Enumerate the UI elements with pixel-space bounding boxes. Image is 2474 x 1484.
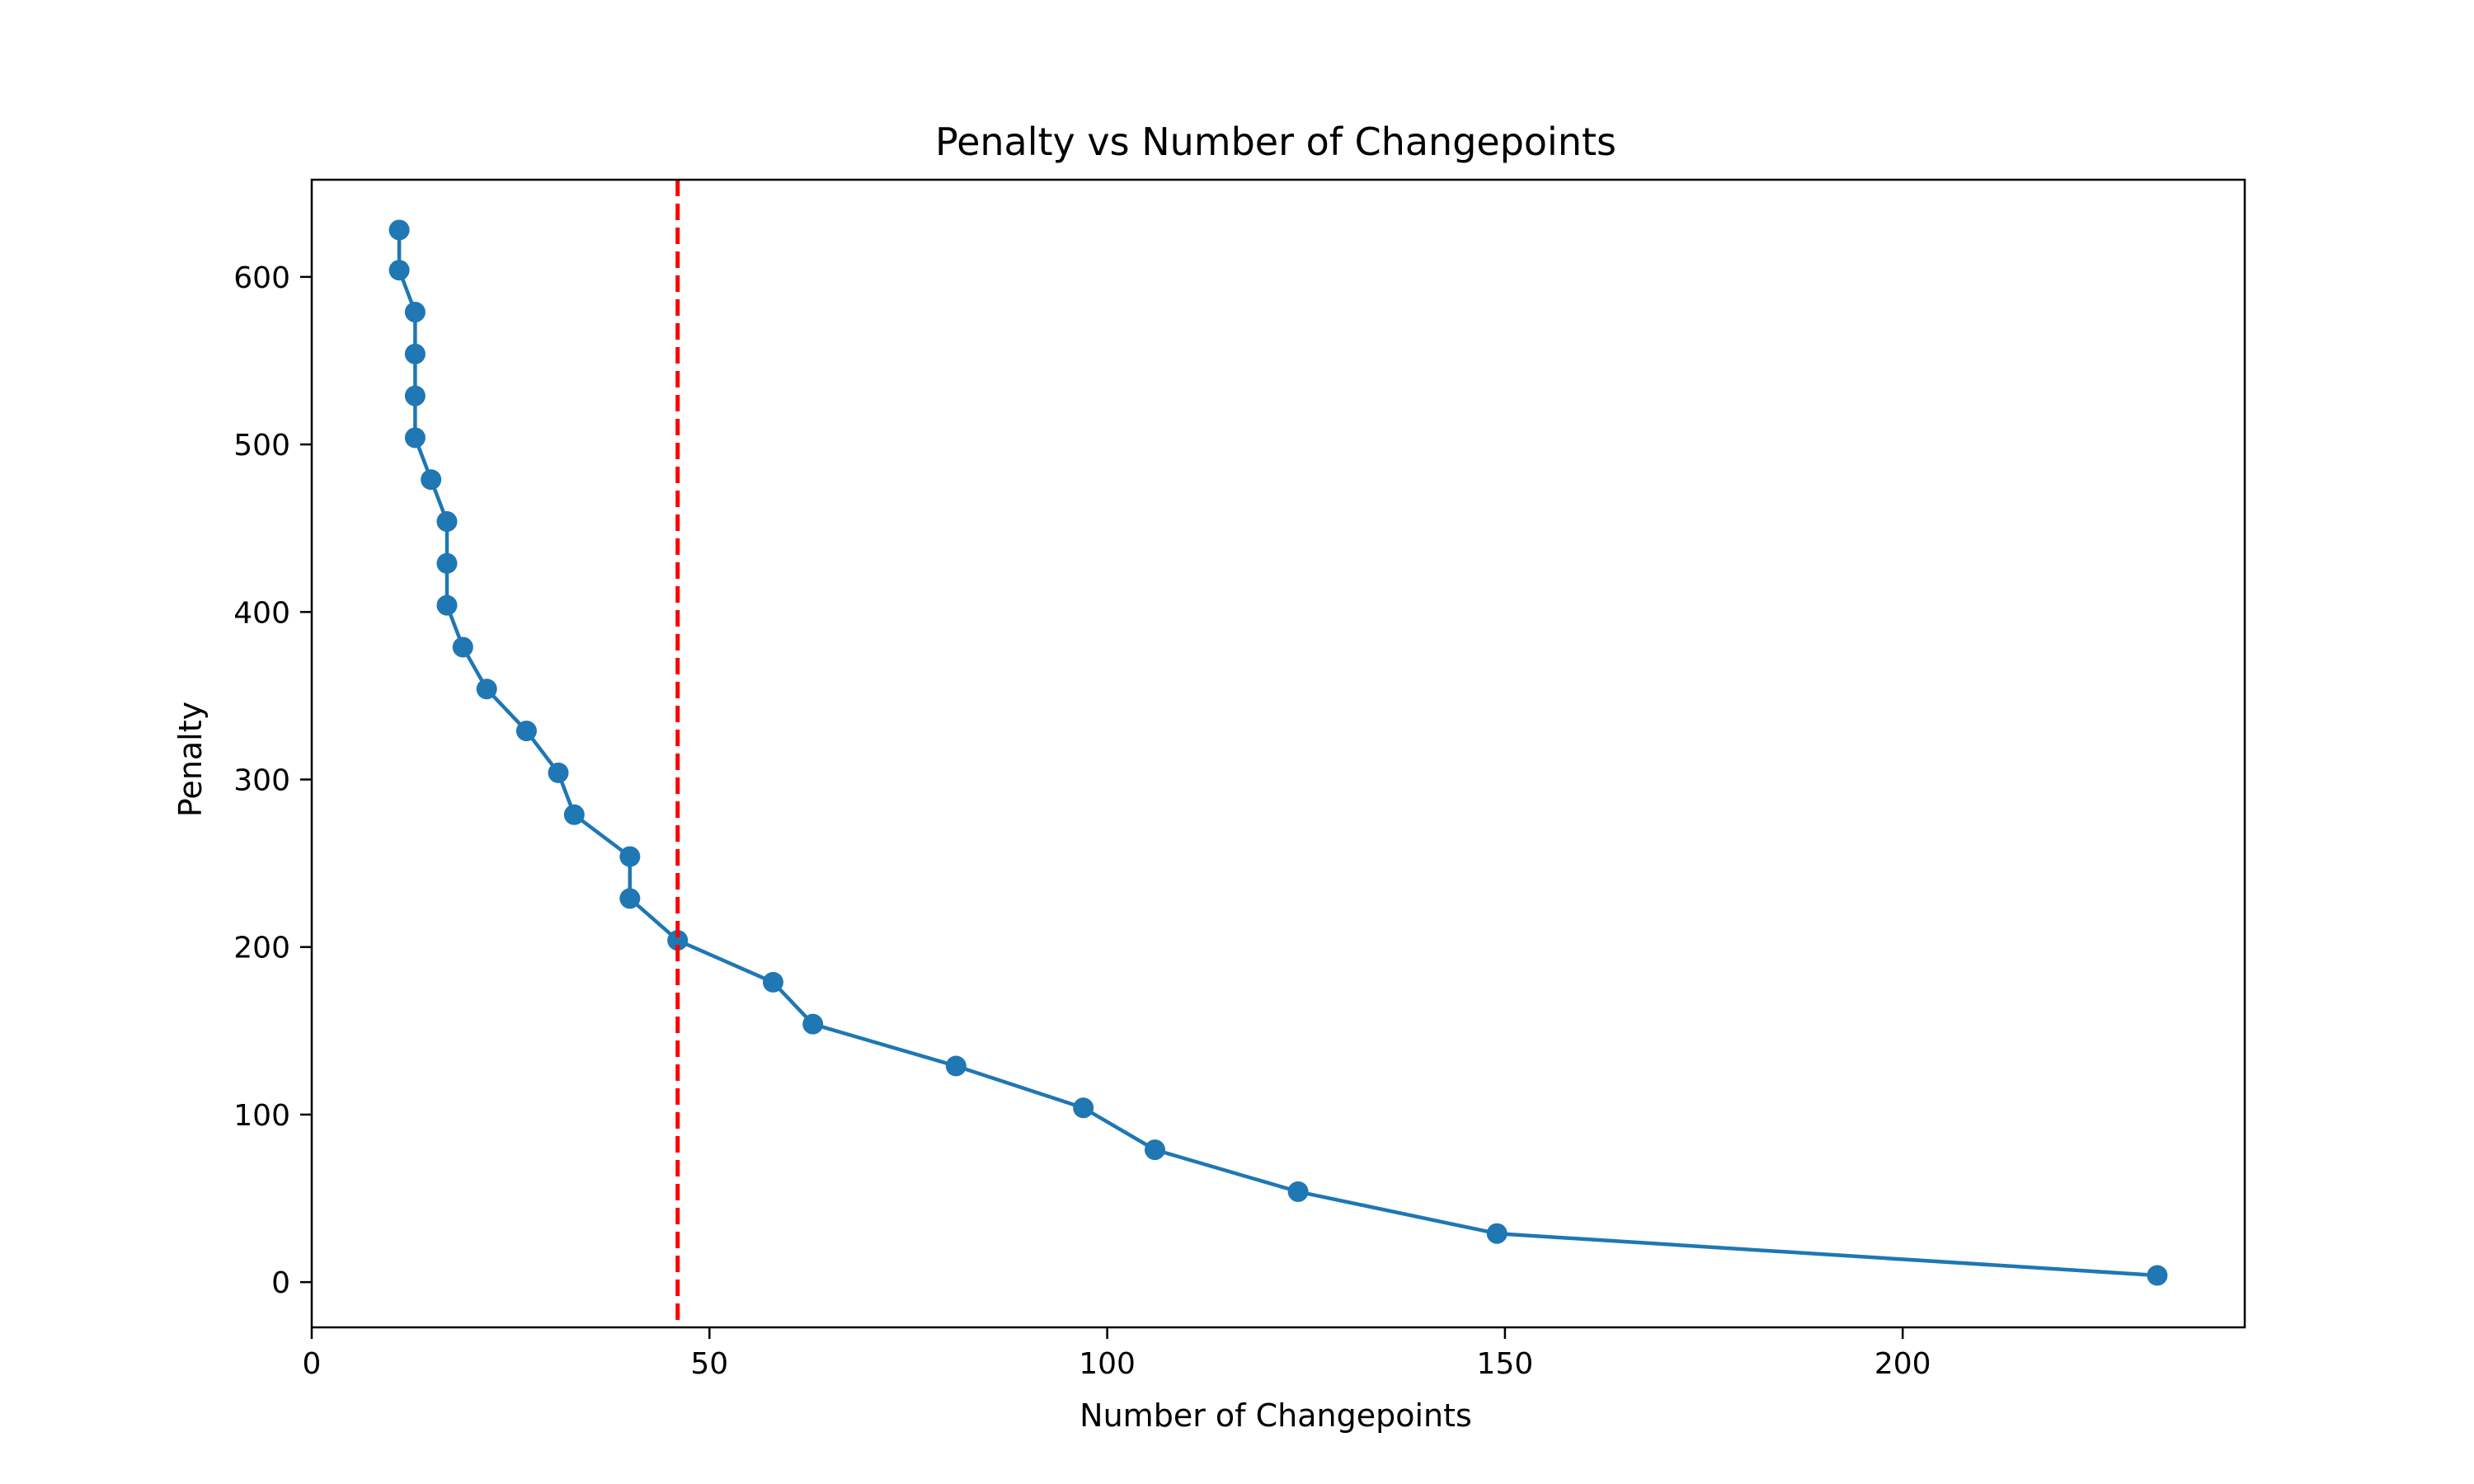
y-tick-label: 500 xyxy=(233,429,290,463)
data-point xyxy=(1073,1097,1094,1119)
plot-marks xyxy=(388,180,2168,1327)
data-point xyxy=(476,679,497,700)
data-point xyxy=(404,343,426,364)
data-point xyxy=(421,469,442,491)
data-point xyxy=(1287,1181,1309,1202)
data-point xyxy=(515,721,537,742)
data-point xyxy=(404,385,426,406)
x-tick-label: 0 xyxy=(303,1347,322,1381)
chart-title: Penalty vs Number of Changepoints xyxy=(935,120,1616,164)
data-point xyxy=(452,636,473,658)
y-tick-label: 0 xyxy=(271,1266,290,1300)
x-tick-label: 200 xyxy=(1874,1347,1931,1381)
data-point xyxy=(945,1055,967,1077)
y-axis-label: Penalty xyxy=(172,702,209,817)
x-tick-label: 50 xyxy=(690,1347,728,1381)
data-point xyxy=(548,762,569,783)
data-point xyxy=(404,427,426,448)
data-point xyxy=(436,552,458,574)
y-tick-label: 300 xyxy=(233,763,290,797)
data-point xyxy=(619,846,641,867)
data-point xyxy=(388,219,410,241)
series-line xyxy=(397,230,2158,1278)
y-tick-label: 400 xyxy=(233,596,290,630)
x-tick-label: 100 xyxy=(1079,1347,1136,1381)
data-point xyxy=(1144,1139,1165,1161)
y-tick-label: 100 xyxy=(233,1099,290,1133)
y-tick-label: 600 xyxy=(233,261,290,295)
data-point xyxy=(762,971,783,993)
x-axis-label: Number of Changepoints xyxy=(1079,1397,1472,1434)
data-point xyxy=(436,594,458,616)
data-point xyxy=(2147,1265,2168,1286)
data-point xyxy=(404,302,426,323)
data-point xyxy=(802,1013,824,1035)
data-point xyxy=(619,888,641,909)
data-point xyxy=(1486,1223,1507,1244)
data-point xyxy=(563,804,585,825)
axis-ticks: 0 50 100 150 200 0 100 200 300 400 500 600 xyxy=(233,261,1931,1381)
data-point xyxy=(667,930,689,951)
y-tick-label: 200 xyxy=(233,932,290,965)
plot-frame xyxy=(310,178,2246,1329)
x-tick-label: 150 xyxy=(1477,1347,1534,1381)
data-point xyxy=(388,260,410,281)
data-point xyxy=(436,511,458,533)
